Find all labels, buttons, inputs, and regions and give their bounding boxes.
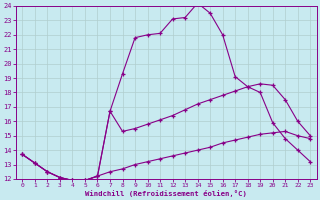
X-axis label: Windchill (Refroidissement éolien,°C): Windchill (Refroidissement éolien,°C) [85,190,247,197]
